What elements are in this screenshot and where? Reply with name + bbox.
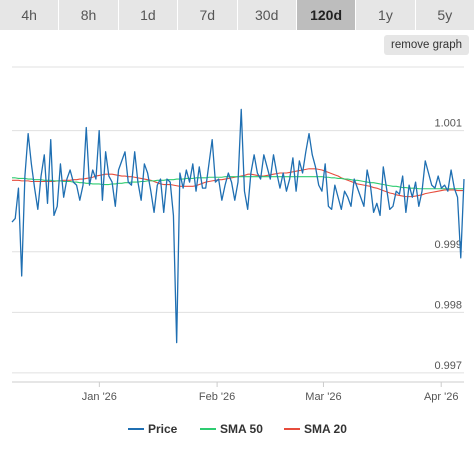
tab-30d[interactable]: 30d (237, 0, 297, 30)
series-line-price (11, 108, 465, 344)
tab-7d[interactable]: 7d (178, 0, 238, 30)
y-tick-label: 1.001 (434, 118, 462, 130)
tab-4h[interactable]: 4h (0, 0, 60, 30)
x-tick-label: Feb '26 (199, 391, 235, 403)
y-tick-label: 0.999 (434, 239, 462, 251)
legend-item-price: Price (148, 422, 178, 436)
legend-item-sma-20: SMA 20 (304, 422, 347, 436)
y-tick-label: 0.998 (434, 299, 462, 311)
x-tick-label: Mar '26 (305, 391, 341, 403)
remove-graph-button[interactable]: remove graph (384, 35, 469, 55)
range-tabs: 4h 8h 1d 7d 30d 120d 1y 5y (0, 0, 474, 30)
x-tick-label: Apr '26 (424, 391, 459, 403)
x-tick-label: Jan '26 (82, 391, 117, 403)
price-chart: 1.001 0.999 0.998 0.997 Jan '26 Feb '26 Mar '2… (11, 66, 465, 436)
tab-1y[interactable]: 1y (356, 0, 416, 30)
tab-5y[interactable]: 5y (415, 0, 474, 30)
legend-item-sma-50: SMA 50 (220, 422, 263, 436)
y-tick-label: 0.997 (434, 360, 462, 372)
tab-1d[interactable]: 1d (118, 0, 179, 30)
tab-8h[interactable]: 8h (59, 0, 119, 30)
tab-120d[interactable]: 120d (296, 0, 357, 30)
